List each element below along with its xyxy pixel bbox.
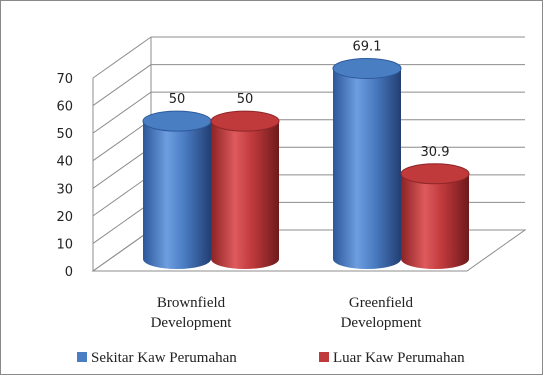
bar-top: [210, 110, 280, 132]
gridline-side: [92, 229, 152, 272]
y-tick-label: 10: [56, 237, 73, 252]
bar: 69.1: [332, 39, 402, 269]
y-tick-label: 0: [65, 265, 73, 280]
bar: 50: [210, 92, 280, 270]
legend-swatch: [319, 352, 329, 362]
legend-item: Sekitar Kaw Perumahan: [77, 350, 237, 366]
data-label: 50: [169, 92, 186, 107]
bars: 50 69.1 50 30.9: [142, 39, 470, 270]
y-axis: 0 10 20 30 40 50 60 70: [56, 72, 73, 280]
gridline-side: [92, 64, 152, 106]
bar-top: [400, 163, 470, 185]
bar-body: [333, 68, 401, 269]
category-label: Brownfield: [157, 295, 226, 311]
legend-item: Luar Kaw Perumahan: [319, 350, 465, 366]
y-tick-label: 40: [56, 155, 73, 170]
data-label: 30.9: [421, 145, 450, 160]
y-tick-label: 20: [56, 210, 73, 225]
gridline-side: [92, 36, 152, 79]
category-label: Greenfield: [349, 295, 414, 311]
y-tick-label: 50: [56, 127, 73, 142]
bar: 30.9: [400, 145, 470, 269]
y-tick-label: 70: [56, 72, 73, 87]
data-label: 69.1: [353, 39, 382, 54]
legend-swatch: [77, 352, 87, 362]
gridline-side: [92, 91, 152, 134]
gridline-side: [92, 202, 152, 244]
y-tick-label: 60: [56, 100, 73, 115]
gridline-side: [92, 146, 152, 189]
category-label: Development: [341, 315, 423, 331]
category-label: Development: [151, 315, 233, 331]
x-axis: Brownfield Development Greenfield Developme…: [151, 295, 423, 331]
bar-body: [211, 121, 279, 270]
bar-body: [143, 121, 211, 270]
legend: Sekitar Kaw Perumahan Luar Kaw Perumahan: [77, 350, 465, 366]
gridline-side: [92, 174, 152, 217]
data-label: 50: [237, 92, 254, 107]
bar: 50: [142, 92, 212, 270]
legend-label: Sekitar Kaw Perumahan: [91, 350, 237, 366]
y-tick-label: 30: [56, 182, 73, 197]
bar-body: [401, 173, 469, 269]
bar-top: [332, 57, 402, 79]
bar-top: [142, 110, 212, 132]
legend-label: Luar Kaw Perumahan: [333, 350, 465, 366]
gridline-side: [92, 119, 152, 162]
